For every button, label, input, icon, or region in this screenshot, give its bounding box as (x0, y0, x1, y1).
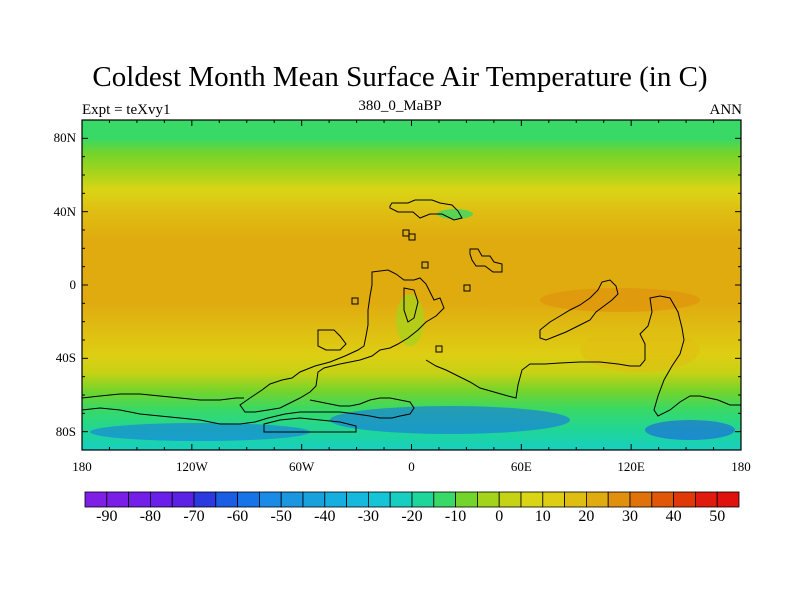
southern-coast-outline (81, 397, 415, 425)
cold-patch (90, 423, 310, 441)
colorbar-swatch (367, 491, 391, 508)
southern-warm-patch (580, 328, 700, 372)
colorbar-swatch (411, 491, 435, 508)
season-label: ANN (709, 102, 743, 118)
island-outline (435, 345, 443, 353)
cold-patch (330, 406, 570, 434)
island-outline (421, 261, 429, 269)
lon-tick-label: 180 (72, 459, 92, 474)
asian-landmass-outline (539, 279, 619, 341)
lon-tick-label: 120W (175, 459, 208, 474)
lat-tick-label: 40N (53, 203, 76, 219)
experiment-label: Expt = teXvy1 (82, 102, 171, 118)
lon-tick-label: 180 (731, 459, 751, 474)
gondwana-west-outline (239, 269, 445, 413)
northern-landmass-outline (389, 199, 463, 221)
colorbar-swatch (542, 491, 565, 508)
lon-tick-label: 0 (408, 459, 415, 474)
southern-coast-outline (81, 393, 244, 401)
island-outline (463, 284, 471, 292)
colorbar-tick-label: 30 (622, 508, 638, 525)
map-title: Coldest Month Mean Surface Air Temperatu… (92, 61, 708, 93)
colorbar-swatch (695, 491, 718, 508)
colorbar-swatch (84, 491, 108, 508)
colorbar-swatch (324, 491, 347, 508)
colorbar-tick-label: -10 (444, 508, 467, 525)
colorbar-swatch (128, 491, 151, 508)
lat-tick-label: 40S (55, 350, 76, 366)
colorbar-swatch (651, 491, 674, 508)
colorbar-swatch (673, 491, 696, 508)
continent-green-patch (396, 294, 424, 346)
colorbar-swatch (346, 491, 369, 508)
colorbar-swatch (258, 491, 282, 508)
colorbar-swatch (237, 491, 260, 508)
lat-tick-label: 80N (53, 130, 76, 146)
continent-outlines (81, 199, 741, 433)
colorbar-swatch (564, 491, 587, 508)
map-frame (81, 119, 742, 451)
colorbar-swatch (433, 491, 456, 508)
lat-tick-label: 0 (69, 277, 77, 292)
lon-tick-label: 60E (510, 459, 532, 474)
colorbar-swatch (586, 491, 609, 508)
colorbar-swatch (106, 491, 130, 508)
lon-tick-label: 120E (617, 459, 645, 474)
east-landmass-outline (469, 248, 503, 273)
west-peninsula-outline (317, 329, 347, 351)
colorbar-swatch (149, 491, 173, 508)
tropical-warm-patch (82, 254, 420, 282)
colorbar-tick-label: -80 (139, 508, 162, 525)
colorbar-swatch (498, 491, 522, 508)
cold-patch (645, 420, 735, 440)
colorbar-tick-label: 50 (709, 508, 726, 525)
colorbar-swatch (476, 491, 500, 508)
colorbar-swatch (193, 491, 217, 508)
lon-tick-label: 60W (289, 459, 315, 474)
colorbar-tick-label: -30 (357, 508, 380, 525)
colorbar-swatch (215, 491, 239, 508)
time-label: 380_0_MaBP (358, 98, 442, 114)
colorbar-swatch (716, 491, 740, 508)
colorbar-swatch (629, 491, 653, 508)
colorbar-tick-label: 40 (665, 508, 682, 525)
colorbar-tick-label: -60 (226, 508, 249, 525)
colorbar-tick-label: -40 (314, 508, 336, 525)
colorbar-tick-label: 20 (578, 508, 595, 525)
island-outline (408, 233, 416, 241)
tropical-warm-patch (540, 288, 700, 312)
colorbar-tick-label: -90 (96, 508, 118, 525)
colorbar-tick-label: 0 (495, 508, 504, 525)
gondwana-south-outline (425, 295, 741, 417)
colorbar-swatch (171, 491, 195, 508)
colorbar-swatch (302, 491, 326, 508)
colorbar-tick-label: -50 (270, 508, 292, 525)
colorbar-tick-label: -20 (401, 508, 423, 525)
colorbar-tick-label: 10 (534, 508, 551, 525)
colorbar-swatch (389, 491, 413, 508)
colorbar-swatch (520, 491, 544, 508)
lat-tick-label: 80S (55, 423, 76, 439)
colorbar-swatch (280, 491, 304, 508)
colorbar-swatch (455, 491, 478, 508)
colorbar (84, 491, 740, 508)
antarctic-strip-outline (263, 417, 357, 433)
colorbar-swatch (607, 491, 631, 508)
colorbar-tick-label: -70 (183, 508, 205, 525)
gondwana-inner-outline (403, 287, 419, 323)
island-outline (351, 297, 359, 305)
